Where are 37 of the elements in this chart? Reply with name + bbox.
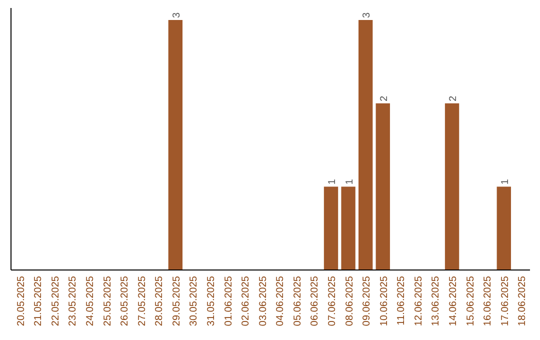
data-label: 1 [344, 178, 356, 185]
data-label: 2 [448, 95, 460, 102]
x-tick-label: 01.06.2025 [223, 276, 234, 326]
x-tick-label: 13.06.2025 [430, 276, 442, 326]
x-tick-label: 16.06.2025 [482, 276, 494, 326]
data-label: 1 [500, 178, 511, 185]
x-tick-label: 09.06.2025 [362, 276, 373, 326]
x-tick-label: 02.06.2025 [240, 276, 252, 326]
x-tick-label: 24.05.2025 [84, 276, 96, 326]
x-tick-label: 08.06.2025 [344, 276, 356, 326]
x-tick-label: 10.06.2025 [378, 276, 390, 326]
x-tick-label: 06.06.2025 [310, 276, 321, 326]
x-tick-label: 11.06.2025 [396, 276, 408, 326]
x-tick-label: 04.06.2025 [275, 276, 286, 326]
x-tick-label: 21.05.2025 [33, 276, 44, 326]
x-tick-label: 07.06.2025 [327, 276, 338, 326]
x-tick-label: 22.05.2025 [50, 276, 62, 326]
data-label: 1 [327, 178, 338, 185]
x-tick-label: 28.05.2025 [154, 276, 166, 326]
x-tick-label: 14.06.2025 [448, 276, 460, 326]
x-tick-label: 20.05.2025 [16, 276, 27, 326]
x-tick-label: 31.05.2025 [206, 276, 217, 326]
data-label: 3 [171, 12, 182, 18]
x-tick-label: 03.06.2025 [258, 276, 269, 326]
x-tick-label: 18.06.2025 [517, 276, 528, 326]
x-tick-label: 05.06.2025 [292, 276, 304, 326]
x-tick-label: 23.05.2025 [68, 276, 79, 326]
x-tick-label: 17.06.2025 [500, 276, 511, 326]
x-tick-label: 25.05.2025 [102, 276, 114, 326]
x-tick-label: 12.06.2025 [413, 276, 424, 326]
x-tick-label: 26.05.2025 [120, 276, 131, 326]
data-label: 3 [362, 12, 373, 18]
data-label: 2 [378, 95, 390, 102]
x-tick-label: 30.05.2025 [188, 276, 200, 326]
x-tick-label: 29.05.2025 [171, 276, 182, 326]
x-tick-label: 27.05.2025 [136, 276, 148, 326]
x-tick-label: 15.06.2025 [465, 276, 476, 326]
